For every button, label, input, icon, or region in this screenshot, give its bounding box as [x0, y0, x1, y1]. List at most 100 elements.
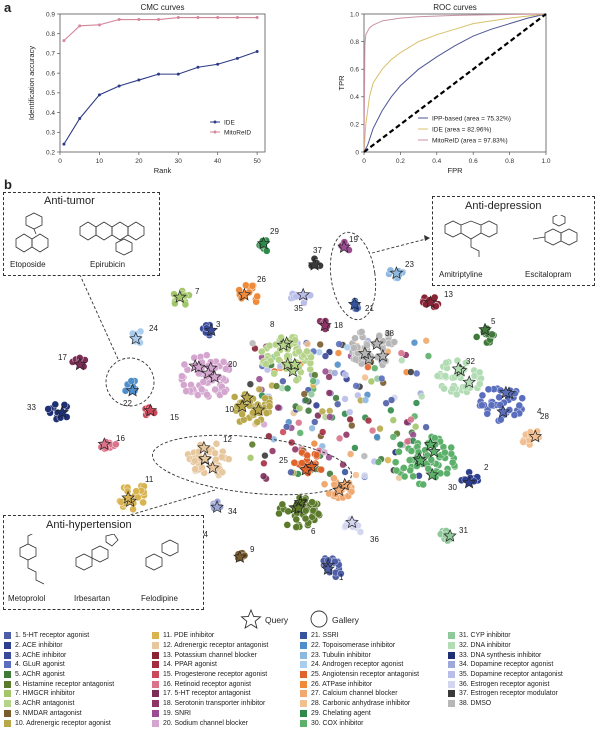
- legend-label: 37. Estrogen receptor modulator: [459, 690, 558, 698]
- cmc-point: [97, 23, 101, 27]
- gallery-point: [310, 439, 318, 448]
- gallery-point: [274, 404, 282, 412]
- cmc-ytick-label: 0.6: [46, 70, 55, 77]
- legend-swatch: [448, 690, 455, 698]
- gallery-point: [422, 423, 430, 431]
- query-star: [347, 297, 362, 311]
- cmc-xlabel: Rank: [154, 166, 172, 175]
- legend-swatch: [152, 719, 159, 727]
- gallery-point: [275, 509, 283, 518]
- cmc-ytick-label: 0.2: [46, 149, 55, 156]
- gallery-point: [265, 402, 274, 410]
- gallery-point: [180, 381, 188, 389]
- legend-item: 36. Estrogen receptor agonist: [448, 679, 596, 689]
- cmc-xtick-label: 20: [135, 158, 143, 165]
- query-star: [427, 444, 441, 458]
- gallery-point: [319, 428, 327, 436]
- cmc-title: CMC curves: [140, 3, 185, 12]
- gallery-point: [290, 459, 299, 467]
- cmc-ylabel: Identification accuracy: [27, 46, 36, 120]
- gallery-point: [307, 353, 315, 362]
- cmc-point: [117, 84, 121, 88]
- roc-ytick-label: 0: [355, 149, 359, 156]
- cmc-point: [157, 18, 161, 22]
- gallery-point: [419, 480, 427, 489]
- gallery-point: [412, 399, 421, 407]
- cmc-legend-label: IDE: [224, 119, 236, 126]
- gallery-point: [246, 454, 255, 462]
- legend-item: 2. ACE inhibitor: [4, 641, 152, 651]
- roc-legend-label: MitoReID (area = 97.83%): [432, 137, 508, 144]
- roc-xtick-label: 0.6: [469, 158, 478, 165]
- legend-item: 3. AChE inhibitor: [4, 650, 152, 660]
- legend-item: 19. SNRI: [152, 709, 300, 719]
- cmc-point: [78, 116, 82, 120]
- roc-series-line: [363, 13, 547, 153]
- cmc-point: [255, 49, 259, 53]
- cluster-label: 24: [149, 324, 158, 333]
- query-star: [197, 440, 211, 454]
- gallery-point: [519, 438, 528, 446]
- cluster-label: 5: [491, 317, 496, 326]
- legend-column: 11. PDE inhibitor 12. Adrenergic receptor…: [152, 631, 300, 728]
- gallery-point: [203, 391, 211, 399]
- query-star: [443, 528, 457, 542]
- gallery-point: [268, 447, 277, 455]
- gallery-point: [129, 505, 137, 514]
- gallery-point: [410, 339, 419, 347]
- gallery-point: [375, 332, 383, 340]
- legend-swatch: [300, 709, 307, 717]
- legend-item: 11. PDE inhibitor: [152, 631, 300, 641]
- gallery-point: [222, 365, 230, 373]
- marker-legend-gallery: Gallery: [332, 615, 360, 625]
- roc-xtick-label: 0.2: [396, 158, 405, 165]
- legend-label: 2. ACE inhibitor: [15, 642, 63, 650]
- gallery-point: [197, 385, 206, 393]
- gallery-point: [470, 372, 479, 380]
- gallery-point: [301, 514, 310, 523]
- gallery-point: [248, 440, 256, 449]
- gallery-point: [495, 393, 503, 401]
- legend-swatch: [448, 651, 455, 659]
- cluster-label: 10: [225, 405, 234, 414]
- gallery-point: [212, 455, 220, 464]
- gallery-point: [346, 450, 355, 458]
- gallery-point: [303, 340, 312, 348]
- gallery-point: [306, 365, 314, 374]
- legend-item: 10. Adrenergic receptor agonist: [4, 718, 152, 728]
- cluster-label: 1: [339, 573, 344, 582]
- gallery-point: [44, 405, 52, 413]
- anti-tumor-box: Anti-tumor Etoposide Epirubicin: [3, 192, 160, 276]
- cluster-label: 25: [279, 456, 288, 465]
- legend-label: 12. Adrenergic receptor antagonist: [163, 642, 269, 650]
- legend-item: 21. SSRI: [300, 631, 448, 641]
- cmc-ytick-label: 0.5: [46, 90, 55, 97]
- legend-swatch: [4, 690, 11, 698]
- roc-legend-label: IDE (area = 82.96%): [432, 126, 491, 133]
- gallery-point: [260, 459, 268, 467]
- gallery-point: [302, 396, 310, 404]
- gallery-point: [440, 384, 448, 393]
- cmc-ytick-label: 0.9: [46, 11, 55, 18]
- legend-item: 33. DNA synthesis inhibitor: [448, 650, 596, 660]
- gallery-point: [346, 408, 354, 416]
- gallery-point: [199, 378, 208, 386]
- gallery-point: [326, 407, 334, 415]
- query-star: [240, 390, 254, 404]
- query-star: [425, 467, 439, 481]
- gallery-point: [320, 448, 329, 456]
- cluster-label: 22: [123, 399, 132, 408]
- gallery-point: [291, 445, 299, 453]
- legend-swatch: [4, 709, 11, 717]
- gallery-point: [400, 472, 409, 481]
- gallery-point: [360, 452, 368, 460]
- gallery-point: [295, 347, 303, 356]
- gallery-point: [382, 399, 390, 407]
- query-star: [423, 437, 438, 451]
- legend-item: 26. ATPase inhibitor: [300, 679, 448, 689]
- roc-legend-label: IPP-based (area = 75.32%): [432, 115, 511, 122]
- query-star: [210, 500, 224, 514]
- gallery-point: [283, 521, 291, 529]
- gallery-point: [314, 411, 322, 420]
- gallery-point: [190, 354, 198, 362]
